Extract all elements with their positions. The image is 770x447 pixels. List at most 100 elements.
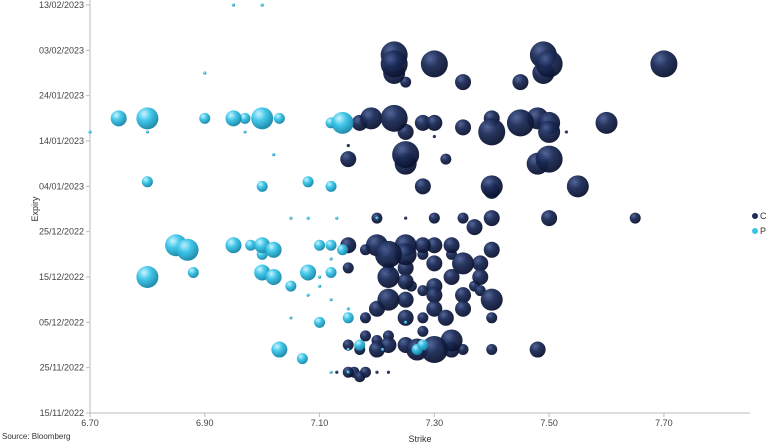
bubble-p	[285, 280, 297, 292]
bubble-c	[360, 107, 383, 130]
bubble-p	[203, 71, 207, 75]
bubble-c	[535, 50, 563, 78]
bubble-c	[472, 269, 489, 285]
bubble-p	[306, 293, 310, 297]
bubble-c	[340, 151, 357, 168]
bubble-p	[272, 153, 276, 157]
legend-label-p: P	[760, 226, 767, 236]
bubble-p	[273, 112, 285, 124]
bubble-c	[342, 339, 354, 351]
bubble-c	[535, 145, 563, 173]
bubble-p	[260, 3, 264, 7]
bubble-c	[512, 74, 529, 91]
bubble-p	[245, 239, 257, 251]
bubble-c	[414, 114, 431, 131]
legend-swatch-p	[752, 228, 758, 234]
y-tick-label: 15/11/2022	[40, 408, 84, 418]
bubble-c	[432, 134, 436, 139]
bubble-c	[386, 370, 391, 374]
source-note: Source: Bloomberg	[2, 432, 71, 441]
bubble-c	[397, 309, 414, 326]
bubble-c	[472, 255, 489, 272]
bubble-c	[457, 212, 469, 224]
bubble-c	[443, 237, 460, 254]
axes	[86, 0, 750, 417]
bubble-p	[256, 180, 268, 192]
bubble-p	[375, 216, 379, 220]
bubble-c	[417, 325, 429, 337]
bubble-c	[486, 312, 498, 324]
axis-labels: 15/11/2022 25/11/2022 05/12/2022 15/12/2022…	[30, 0, 673, 444]
bubble-p	[302, 176, 314, 188]
bubble-c	[426, 114, 443, 131]
bubble-c	[426, 287, 443, 304]
bubble-c	[426, 300, 443, 317]
bubble-p	[136, 266, 159, 288]
bubble-c	[377, 266, 400, 288]
bubble-c	[483, 241, 500, 258]
bubble-p	[239, 112, 251, 124]
bubble-p	[325, 239, 337, 251]
bubble-p	[317, 275, 322, 279]
bubble-p	[289, 216, 293, 220]
bubble-c	[595, 111, 618, 134]
bubble-c	[483, 210, 500, 227]
bubble-c	[420, 50, 448, 78]
bubble-c	[466, 219, 483, 236]
bubble-p	[265, 241, 282, 258]
bubble-c	[368, 341, 385, 358]
x-axis-title: Strike	[408, 434, 431, 444]
bubble-p	[225, 237, 242, 254]
bubble-p	[417, 339, 429, 351]
bubble-c	[404, 216, 408, 220]
bubble-c	[455, 119, 472, 136]
bubble-p	[329, 298, 333, 302]
y-tick-label: 04/01/2023	[39, 181, 84, 191]
bubble-p	[231, 3, 236, 7]
bubble-c	[417, 285, 429, 297]
bubble-c	[359, 312, 371, 324]
bubble-c	[346, 143, 350, 148]
bubble-p	[314, 239, 326, 251]
bubble-p	[314, 316, 326, 328]
bubble-p	[199, 112, 211, 124]
bubble-c	[506, 109, 534, 137]
legend-item-p: P	[752, 226, 766, 236]
bubble-c	[342, 262, 354, 274]
y-tick-label: 14/01/2023	[39, 136, 84, 146]
bubble-c	[440, 153, 452, 165]
bubble-c	[455, 287, 472, 304]
legend-swatch-c	[752, 213, 758, 219]
bubble-c	[392, 141, 420, 169]
bubble-p	[354, 339, 366, 351]
bubble-p	[342, 312, 354, 324]
legend-label-c: C	[760, 211, 767, 221]
bubble-p	[88, 130, 92, 134]
bubble-p	[243, 130, 247, 134]
bubble-p	[329, 257, 333, 261]
bubble-c	[529, 341, 546, 358]
y-axis-title: Expiry	[30, 196, 40, 222]
bubble-c	[426, 255, 443, 272]
legend-item-c: C	[752, 211, 767, 221]
bubble-c	[538, 120, 561, 143]
y-tick-label: 25/12/2022	[39, 227, 84, 237]
bubble-p	[289, 316, 293, 320]
bubble-c	[414, 178, 431, 195]
bubble-c	[359, 330, 371, 342]
y-tick-label: 15/12/2022	[39, 272, 84, 282]
x-tick-label: 7.30	[426, 418, 444, 428]
x-tick-label: 6.90	[196, 418, 214, 428]
bubble-c	[335, 370, 339, 374]
bubble-c	[428, 212, 440, 224]
bubble-p	[265, 269, 282, 285]
bubble-p	[145, 130, 149, 134]
bubble-c	[437, 309, 454, 326]
series-p	[88, 3, 429, 374]
bubble-c	[380, 50, 408, 78]
series-c	[335, 41, 678, 383]
y-tick-label: 05/12/2022	[39, 317, 84, 327]
bubble-p	[346, 307, 350, 311]
bubble-c	[478, 118, 506, 146]
